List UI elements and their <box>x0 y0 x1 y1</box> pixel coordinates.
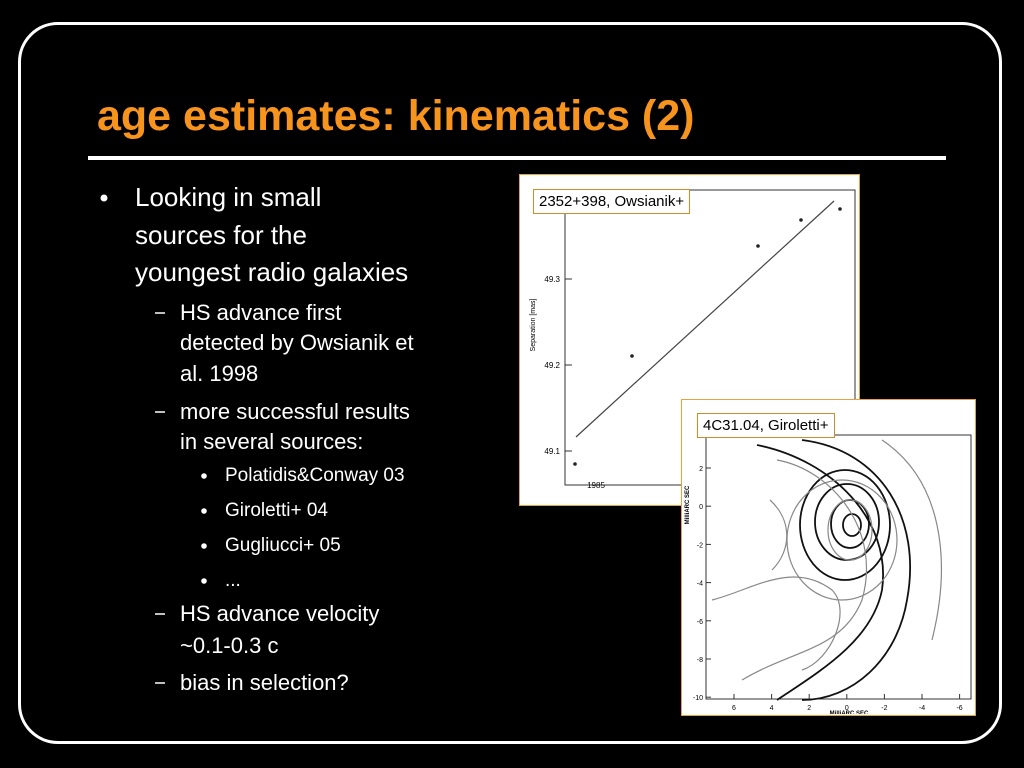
bullet-text: Polatidis&Conway 03 <box>225 464 405 486</box>
figure-2-plot: 2 0 -2 -4 -6 -8 -10 6 4 2 0 -2 -4 -6 MilliARC SEC Milli… <box>685 434 972 717</box>
figure-2: 2 0 -2 -4 -6 -8 -10 6 4 2 0 -2 -4 -6 MilliARC SEC Milli… <box>681 399 976 717</box>
x-tick-label: -2 <box>881 705 887 712</box>
y-tick-label: -8 <box>697 657 703 664</box>
x-tick-label: -6 <box>956 705 962 712</box>
figure-2-caption: 4C31.04, Giroletti+ <box>697 413 835 438</box>
x-tick-label: 4 <box>770 705 774 712</box>
bullet-text: bias in selection? <box>180 669 349 695</box>
bullet-text: Gugliucci+ 05 <box>225 534 341 556</box>
y-tick-label: 49.3 <box>544 275 560 284</box>
bullet-text: sources for the <box>135 220 307 251</box>
y-tick-label: -2 <box>697 542 703 549</box>
y-tick-label: -4 <box>697 581 703 588</box>
bullet-text: HS advance first <box>180 299 342 325</box>
y-tick-label: 49.2 <box>544 361 560 370</box>
bullet-text: HS advance velocity <box>180 600 380 626</box>
x-tick-label: 0 <box>845 705 849 712</box>
bullet-dot <box>201 543 207 549</box>
x-axis-label: MilliARC SEC <box>830 711 869 714</box>
title-rule <box>88 156 946 160</box>
bullet-text: youngest radio galaxies <box>135 257 409 288</box>
y-tick-label: 49.1 <box>544 447 560 456</box>
bullet-dot <box>201 578 207 584</box>
figure-1-caption: 2352+398, Owsianik+ <box>533 189 691 214</box>
bullet-dot <box>100 194 108 202</box>
y-tick-label: 2 <box>699 466 703 473</box>
bullet-text: ... <box>225 569 241 591</box>
y-axis-label: MilliARC SEC <box>685 485 691 524</box>
bullet-text: in several sources: <box>180 428 364 454</box>
bullet-text: ~0.1-0.3 c <box>180 632 279 658</box>
x-tick-label: -4 <box>919 705 925 712</box>
figure-1-plot: 49.3 49.2 49.1 1985 Separation [mas] <box>530 189 856 490</box>
slide-title: age estimates: kinematics (2) <box>97 92 695 140</box>
y-axis-label: Separation [mas] <box>530 298 537 351</box>
bullet-dot <box>201 473 207 479</box>
bullet-text: al. 1998 <box>180 360 259 386</box>
y-tick-label: -6 <box>697 619 703 626</box>
bullet-dot <box>201 508 207 514</box>
x-tick-label: 2 <box>807 705 811 712</box>
y-tick-label: -10 <box>693 695 703 702</box>
x-tick-label: 6 <box>732 705 736 712</box>
bullet-text: detected by Owsianik et <box>180 329 414 355</box>
bullet-text: Looking in small <box>135 182 322 213</box>
bullet-text: Giroletti+ 04 <box>225 499 328 521</box>
bullet-text: more successful results <box>180 398 410 424</box>
y-tick-label: 0 <box>699 504 703 511</box>
slide-frame <box>18 22 1002 744</box>
x-tick-label: 1985 <box>587 481 605 490</box>
